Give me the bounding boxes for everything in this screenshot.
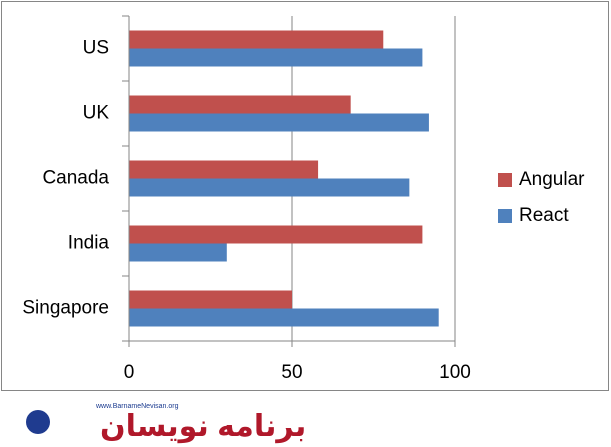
x-tick-label: 50 xyxy=(281,362,302,383)
bar xyxy=(129,95,351,114)
bar xyxy=(129,160,319,179)
legend-label: React xyxy=(519,205,569,226)
bar xyxy=(129,113,429,132)
bar xyxy=(129,308,439,327)
y-tick-label: Canada xyxy=(42,168,109,189)
bar xyxy=(129,30,384,49)
watermark-url: www.BarnameNevisan.org xyxy=(95,403,179,410)
bar xyxy=(129,178,410,197)
bar xyxy=(129,48,423,67)
bar xyxy=(129,290,292,309)
y-tick-label: US xyxy=(83,38,109,59)
x-tick-label: 0 xyxy=(124,362,135,383)
legend-label: Angular xyxy=(519,169,585,190)
y-tick-label: UK xyxy=(83,103,110,124)
y-tick-label: India xyxy=(68,233,110,254)
legend-swatch xyxy=(498,209,512,223)
x-tick-label: 100 xyxy=(439,362,471,383)
watermark-logo: برنامه نویسان xyxy=(100,410,306,443)
watermark-icon xyxy=(26,410,50,434)
bar xyxy=(129,243,227,262)
legend-swatch xyxy=(498,173,512,187)
y-tick-label: Singapore xyxy=(22,298,109,319)
bar xyxy=(129,225,423,244)
